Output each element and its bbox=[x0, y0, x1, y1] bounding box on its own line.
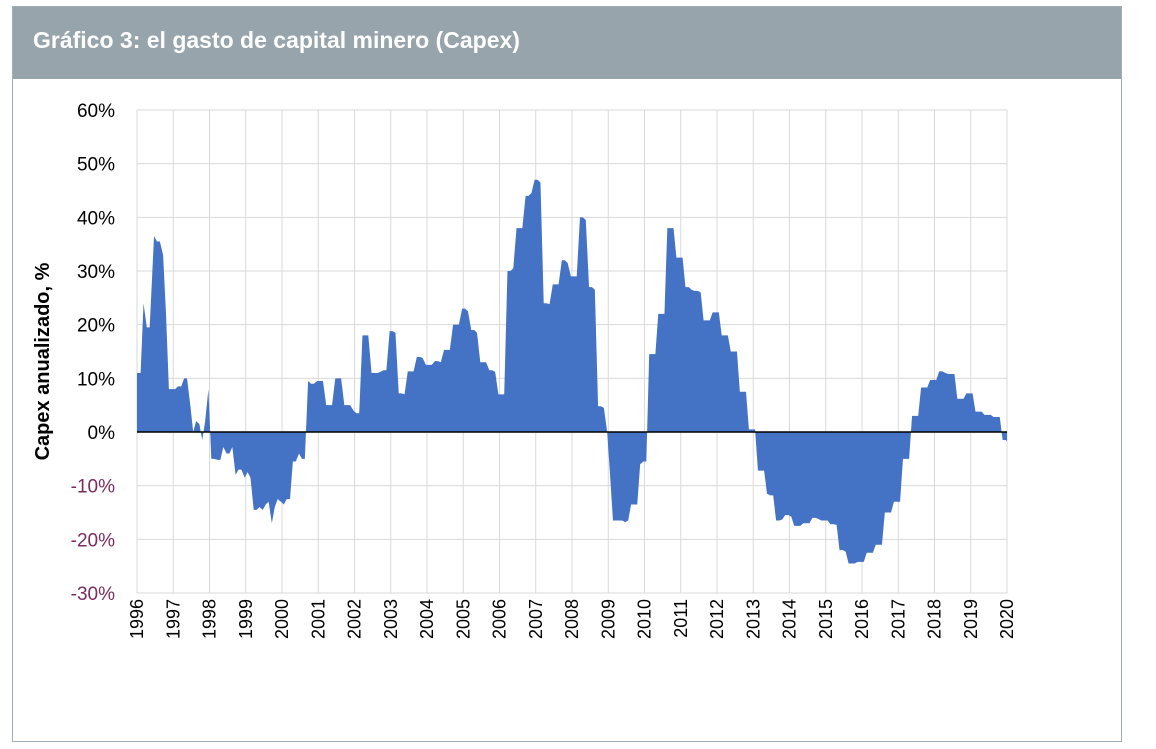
x-tick-label: 2006 bbox=[490, 599, 510, 639]
title-bar: Gráfico 3: el gasto de capital minero (C… bbox=[13, 7, 1121, 79]
y-tick-label: 10% bbox=[77, 369, 115, 390]
x-tick-label: 2001 bbox=[308, 599, 328, 639]
x-tick-label: 2005 bbox=[453, 599, 473, 639]
x-tick-label: 2015 bbox=[816, 599, 836, 639]
y-tick-label: -30% bbox=[71, 584, 115, 605]
y-tick-label: 30% bbox=[77, 262, 115, 283]
x-axis-ticks: 1996 1997 1998 1999 2000 2001 2002 2003 2004 2005… bbox=[127, 599, 1017, 639]
y-tick-label: -10% bbox=[71, 477, 115, 498]
x-tick-label: 1997 bbox=[163, 599, 183, 639]
chart-frame: Gráfico 3: el gasto de capital minero (C… bbox=[12, 6, 1122, 742]
y-tick-label: 20% bbox=[77, 316, 115, 337]
chart-title: Gráfico 3: el gasto de capital minero (C… bbox=[33, 27, 520, 53]
x-tick-label: 2020 bbox=[997, 599, 1017, 639]
x-tick-label: 1999 bbox=[236, 599, 256, 639]
x-tick-label: 2012 bbox=[707, 599, 727, 639]
y-tick-label: 0% bbox=[88, 423, 116, 444]
x-tick-label: 2008 bbox=[562, 599, 582, 639]
x-tick-label: 2003 bbox=[381, 599, 401, 639]
x-tick-label: 2010 bbox=[635, 599, 655, 639]
x-tick-label: 2011 bbox=[671, 599, 691, 638]
y-tick-label: 60% bbox=[77, 101, 115, 122]
x-tick-label: 2004 bbox=[417, 599, 437, 639]
x-tick-label: 1998 bbox=[200, 599, 220, 639]
x-tick-label: 2016 bbox=[852, 599, 872, 639]
y-axis-label: Capex anualizado, % bbox=[32, 262, 54, 460]
x-tick-label: 2019 bbox=[961, 599, 981, 639]
x-tick-label: 1996 bbox=[127, 599, 147, 639]
y-tick-label: -20% bbox=[71, 530, 115, 551]
x-tick-label: 2009 bbox=[598, 599, 618, 639]
x-tick-label: 2014 bbox=[780, 599, 800, 639]
x-tick-label: 2013 bbox=[743, 599, 763, 639]
y-tick-label: 50% bbox=[77, 155, 115, 176]
y-axis-ticks: 60% 50% 40% 30% 20% 10% 0% -10% -20% -30% bbox=[71, 101, 115, 605]
x-tick-label: 2018 bbox=[925, 599, 945, 639]
x-tick-label: 2017 bbox=[888, 599, 908, 639]
x-tick-label: 2000 bbox=[272, 599, 292, 639]
x-tick-label: 2007 bbox=[526, 599, 546, 639]
area-chart: 60%50%40%30%20%10%0%-10%-20%-30% 1996 199… bbox=[32, 101, 1017, 639]
y-tick-label: 40% bbox=[77, 208, 115, 229]
capex-area bbox=[137, 179, 1007, 564]
x-tick-label: 2002 bbox=[345, 599, 365, 639]
